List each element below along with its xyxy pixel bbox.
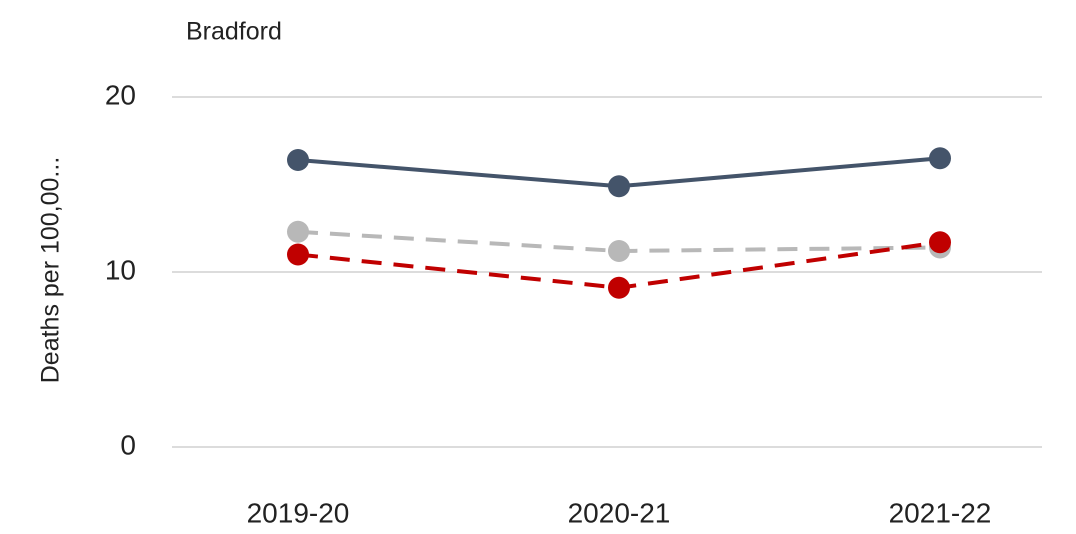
x-tick-label: 2019-20	[247, 497, 350, 528]
data-point	[929, 231, 951, 254]
data-point	[608, 175, 630, 198]
data-point	[287, 220, 309, 243]
data-point	[929, 147, 951, 170]
chart-title: Bradford	[186, 18, 282, 46]
y-tick-label: 0	[120, 429, 136, 460]
data-point	[287, 243, 309, 266]
data-point	[608, 276, 630, 299]
y-tick-label: 10	[105, 254, 136, 285]
y-axis-label: Deaths per 100,00...	[37, 157, 65, 384]
x-tick-label: 2020-21	[568, 497, 671, 528]
y-tick-label: 20	[105, 79, 136, 110]
x-tick-label: 2021-22	[889, 497, 992, 528]
data-point	[287, 149, 309, 171]
data-point	[608, 240, 630, 262]
